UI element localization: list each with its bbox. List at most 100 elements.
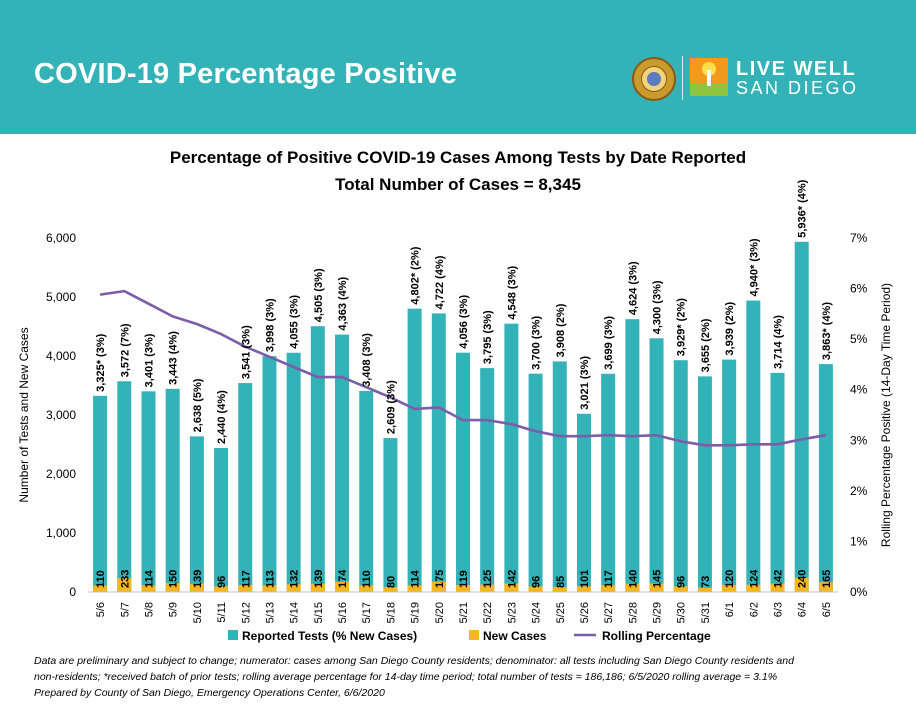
x-tick-label: 5/6	[95, 602, 107, 617]
x-tick-label: 5/27	[603, 602, 615, 623]
bar-reported-tests	[456, 352, 470, 592]
reported-tests-data-label: 5,936* (4%)	[797, 179, 809, 237]
new-cases-data-label: 124	[748, 569, 760, 588]
y-tick-label: 3,000	[46, 408, 76, 422]
footnote-line-2: non-residents; *received batch of prior …	[34, 671, 778, 683]
reported-tests-data-label: 3,699 (3%)	[603, 316, 615, 370]
x-tick-label: 5/10	[192, 602, 204, 623]
bar-new-cases	[262, 585, 277, 592]
x-tick-label: 5/23	[506, 602, 518, 623]
y-tick-label: 4,000	[46, 349, 76, 363]
bar-new-cases	[697, 587, 712, 592]
bar-reported-tests	[383, 438, 398, 592]
legend-label-new-cases: New Cases	[483, 629, 547, 643]
sun-icon	[702, 62, 716, 76]
reported-tests-data-label: 4,300 (3%)	[652, 280, 664, 334]
bar-reported-tests	[552, 361, 567, 592]
seal-center	[647, 72, 661, 86]
ground-icon	[690, 83, 728, 96]
bar-new-cases	[770, 583, 785, 592]
reported-tests-data-label: 4,363 (4%)	[337, 276, 349, 330]
new-cases-data-label: 113	[264, 570, 276, 588]
new-cases-data-label: 117	[240, 570, 252, 588]
reported-tests-data-label: 2,440 (4%)	[216, 390, 228, 444]
new-cases-data-label: 114	[143, 569, 155, 588]
legend-label-reported-tests: Reported Tests (% New Cases)	[242, 629, 417, 643]
y2-tick-label: 0%	[850, 585, 868, 599]
bar-new-cases	[456, 584, 470, 592]
y-tick-label: 0	[69, 585, 76, 599]
reported-tests-data-label: 3,998 (3%)	[264, 298, 276, 352]
bar-new-cases	[310, 583, 325, 592]
bar-new-cases	[407, 585, 422, 592]
bar-new-cases	[93, 585, 108, 592]
new-cases-data-label: 96	[531, 576, 543, 588]
y-tick-label: 1,000	[46, 526, 76, 540]
reported-tests-data-label: 4,505 (3%)	[313, 268, 325, 322]
footnote-line-1: Data are preliminary and subject to chan…	[34, 655, 794, 667]
y-tick-label: 2,000	[46, 467, 76, 481]
y2-tick-label: 6%	[850, 282, 868, 296]
x-tick-label: 6/1	[724, 602, 736, 617]
new-cases-data-label: 233	[119, 570, 131, 588]
reported-tests-data-label: 3,939 (2%)	[724, 301, 736, 355]
rolling-percentage-line	[99, 289, 827, 447]
x-tick-label: 5/13	[264, 602, 276, 623]
new-cases-data-label: 140	[627, 570, 639, 588]
bar-reported-tests	[93, 395, 108, 592]
new-cases-data-label: 139	[313, 570, 325, 588]
x-tick-label: 5/25	[555, 602, 567, 623]
new-cases-data-label: 174	[337, 569, 349, 588]
bar-new-cases	[576, 586, 591, 592]
bar-reported-tests	[625, 319, 640, 592]
new-cases-data-label: 142	[506, 570, 518, 588]
bar-reported-tests	[286, 352, 301, 592]
new-cases-data-label: 96	[216, 576, 228, 588]
x-tick-label: 5/30	[676, 602, 688, 623]
logo-text-line2: SAN DIEGO	[736, 78, 859, 98]
y2-tick-label: 4%	[850, 383, 868, 397]
bar-new-cases	[238, 585, 253, 592]
new-cases-data-label: 165	[821, 570, 833, 588]
x-tick-label: 5/24	[531, 602, 543, 623]
reported-tests-data-label: 4,722 (4%)	[434, 255, 446, 309]
x-tick-label: 6/3	[773, 602, 785, 617]
reported-tests-data-label: 4,056 (3%)	[458, 295, 470, 349]
reported-tests-data-label: 2,609 (3%)	[385, 380, 397, 434]
bar-new-cases	[165, 583, 180, 592]
bar-reported-tests	[335, 334, 350, 592]
bar-new-cases	[794, 577, 809, 592]
bar-new-cases	[189, 583, 204, 592]
y2-tick-label: 1%	[850, 534, 868, 548]
live-well-logo-icon	[690, 58, 728, 96]
new-cases-data-label: 96	[676, 576, 688, 588]
bar-new-cases	[818, 582, 833, 592]
bar-reported-tests	[141, 391, 156, 592]
reported-tests-data-label: 4,624 (3%)	[627, 261, 639, 315]
bar-reported-tests	[528, 373, 543, 592]
new-cases-data-label: 139	[192, 570, 204, 588]
x-tick-label: 5/26	[579, 602, 591, 623]
legend-label-rolling-percentage: Rolling Percentage	[602, 629, 711, 643]
new-cases-data-label: 142	[773, 570, 785, 588]
x-tick-label: 5/19	[410, 602, 422, 623]
reported-tests-data-label: 3,929* (2%)	[676, 298, 688, 356]
x-tick-label: 5/28	[627, 602, 639, 623]
reported-tests-data-label: 3,541 (3%)	[240, 325, 252, 379]
reported-tests-data-label: 4,548 (3%)	[506, 266, 518, 320]
bar-new-cases	[480, 584, 495, 592]
bar-new-cases	[335, 581, 350, 592]
reported-tests-data-label: 3,714 (4%)	[773, 315, 785, 369]
y2-axis-label: Rolling Percentage Positive (14-Day Time…	[879, 283, 893, 547]
bar-new-cases	[673, 586, 688, 592]
bar-reported-tests	[431, 313, 446, 592]
footnotes: Data are preliminary and subject to chan…	[34, 653, 894, 701]
y2-tick-label: 3%	[850, 433, 868, 447]
bar-reported-tests	[794, 241, 809, 592]
x-tick-label: 5/17	[361, 602, 373, 623]
new-cases-data-label: 175	[434, 570, 446, 588]
new-cases-data-label: 85	[555, 576, 567, 588]
y2-tick-label: 2%	[850, 484, 868, 498]
bar-reported-tests	[359, 390, 374, 592]
x-tick-label: 6/5	[821, 602, 833, 617]
